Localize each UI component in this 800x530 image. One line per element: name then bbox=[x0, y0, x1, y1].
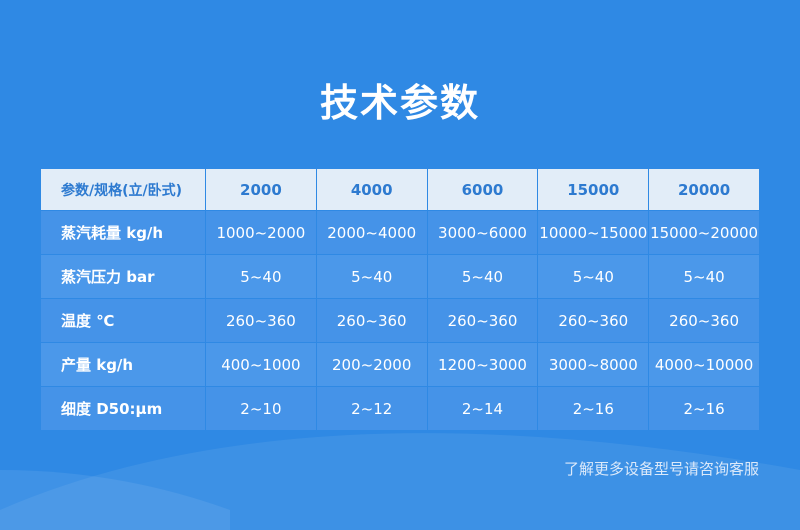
table-cell: 10000~15000 bbox=[537, 210, 650, 255]
table-cell: 260~360 bbox=[315, 298, 428, 343]
row-label: 温度 ℃ bbox=[40, 298, 206, 343]
spec-table: 参数/规格(立/卧式) 2000 4000 6000 15000 20000 蒸… bbox=[40, 168, 760, 431]
footer-note: 了解更多设备型号请咨询客服 bbox=[563, 460, 759, 478]
table-cell: 3000~6000 bbox=[426, 210, 539, 255]
table-cell: 5~40 bbox=[205, 254, 317, 299]
header-cell: 15000 bbox=[537, 168, 650, 211]
row-label: 蒸汽压力 bar bbox=[40, 254, 206, 299]
table-cell: 5~40 bbox=[537, 254, 650, 299]
table-cell: 5~40 bbox=[426, 254, 539, 299]
table-cell: 2~12 bbox=[315, 386, 428, 431]
table-row: 细度 D50:μm 2~10 2~12 2~14 2~16 2~16 bbox=[40, 386, 760, 431]
table-cell: 2~16 bbox=[537, 386, 650, 431]
table-cell: 5~40 bbox=[648, 254, 760, 299]
table-cell: 2~16 bbox=[648, 386, 760, 431]
row-label: 细度 D50:μm bbox=[40, 386, 206, 431]
table-cell: 200~2000 bbox=[315, 342, 428, 387]
table-cell: 5~40 bbox=[315, 254, 428, 299]
table-cell: 3000~8000 bbox=[537, 342, 650, 387]
table-row: 温度 ℃ 260~360 260~360 260~360 260~360 260~360 bbox=[40, 298, 760, 343]
table-header-row: 参数/规格(立/卧式) 2000 4000 6000 15000 20000 bbox=[40, 168, 760, 211]
row-label: 蒸汽耗量 kg/h bbox=[40, 210, 206, 255]
table-row: 蒸汽耗量 kg/h 1000~2000 2000~4000 3000~6000 1000… bbox=[40, 210, 760, 255]
table-cell: 2~10 bbox=[205, 386, 317, 431]
table-row: 产量 kg/h 400~1000 200~2000 1200~3000 3000~800… bbox=[40, 342, 760, 387]
header-cell: 20000 bbox=[648, 168, 760, 211]
table-cell: 260~360 bbox=[537, 298, 650, 343]
table-cell: 260~360 bbox=[648, 298, 760, 343]
table-cell: 400~1000 bbox=[205, 342, 317, 387]
table-cell: 1200~3000 bbox=[426, 342, 539, 387]
table-row: 蒸汽压力 bar 5~40 5~40 5~40 5~40 5~40 bbox=[40, 254, 760, 299]
page-title: 技术参数 bbox=[319, 81, 480, 125]
table-cell: 15000~20000 bbox=[648, 210, 760, 255]
table-cell: 2000~4000 bbox=[315, 210, 428, 255]
header-cell: 2000 bbox=[205, 168, 317, 211]
table-cell: 4000~10000 bbox=[648, 342, 760, 387]
header-cell: 6000 bbox=[426, 168, 539, 211]
table-cell: 2~14 bbox=[426, 386, 539, 431]
header-cell: 参数/规格(立/卧式) bbox=[40, 168, 206, 211]
table-cell: 260~360 bbox=[426, 298, 539, 343]
table-cell: 260~360 bbox=[205, 298, 317, 343]
row-label: 产量 kg/h bbox=[40, 342, 206, 387]
header-cell: 4000 bbox=[315, 168, 428, 211]
table-cell: 1000~2000 bbox=[205, 210, 317, 255]
